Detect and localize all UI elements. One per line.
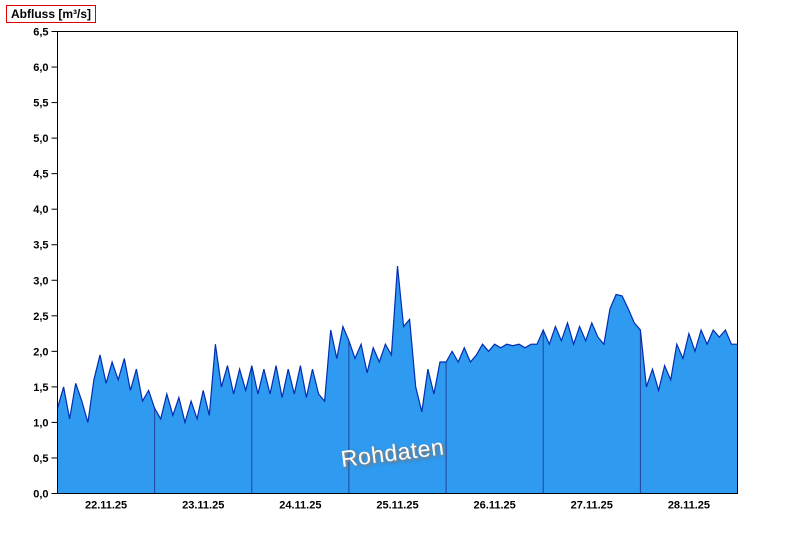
y-tick-label: 3,0 [33,275,48,287]
y-tick-label: 5,5 [33,98,48,110]
y-tick-label: 6,0 [33,62,48,74]
x-tick-label: 27.11.25 [571,500,613,512]
y-tick-label: 2,5 [33,311,48,323]
y-tick-label: 2,0 [33,346,48,358]
y-tick-label: 0,0 [33,489,48,501]
discharge-line [56,266,738,425]
y-axis-title: Abfluss [m³/s] [6,5,97,23]
x-tick-label: 28.11.25 [668,500,710,512]
x-tick-label: 24.11.25 [279,500,321,512]
y-tick-label: 6,5 [33,27,48,39]
y-tick-label: 0,5 [33,453,48,465]
y-tick-label: 1,5 [33,382,48,394]
y-tick-label: 3,5 [33,240,48,252]
y-tick-label: 5,0 [33,133,48,145]
x-tick-label: 23.11.25 [182,500,224,512]
plot-border [57,31,738,494]
y-tick-label: 4,0 [33,204,48,216]
y-tick-label: 1,0 [33,417,48,429]
y-tick-label: 4,5 [33,169,48,181]
x-tick-label: 26.11.25 [474,500,516,512]
x-tick-label: 22.11.25 [85,500,127,512]
x-tick-label: 25.11.25 [376,500,418,512]
